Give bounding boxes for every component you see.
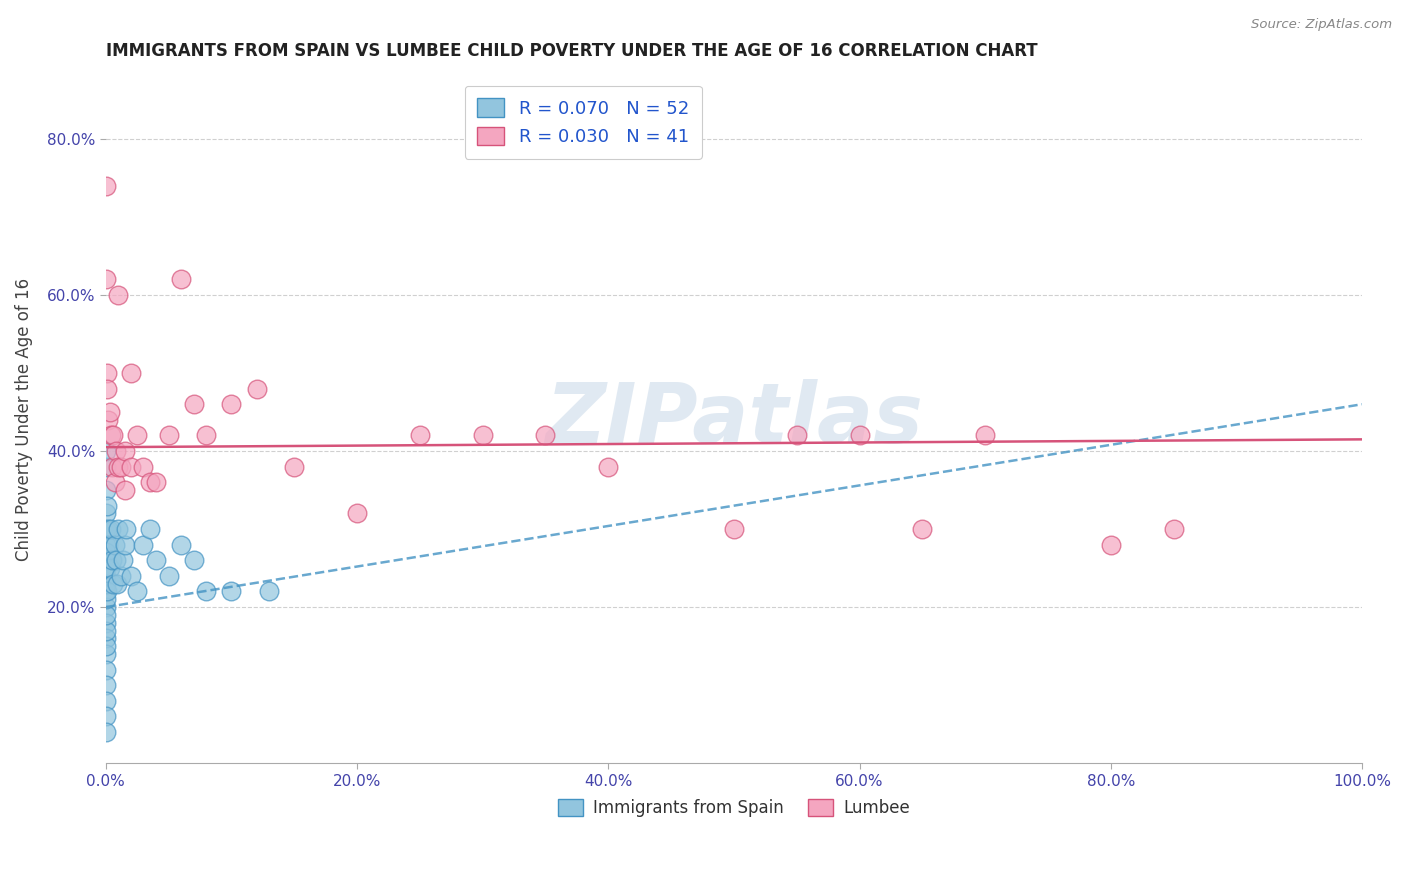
Point bbox=[104, 444, 127, 458]
Point bbox=[848, 428, 870, 442]
Point bbox=[94, 459, 117, 474]
Point bbox=[94, 592, 117, 607]
Point bbox=[409, 428, 432, 442]
Point bbox=[471, 428, 494, 442]
Point bbox=[145, 475, 167, 490]
Point bbox=[94, 507, 117, 521]
Point bbox=[96, 499, 118, 513]
Point bbox=[105, 576, 128, 591]
Point bbox=[94, 272, 117, 286]
Text: Source: ZipAtlas.com: Source: ZipAtlas.com bbox=[1251, 18, 1392, 31]
Point bbox=[1163, 522, 1185, 536]
Point bbox=[257, 584, 280, 599]
Point bbox=[94, 538, 117, 552]
Point bbox=[94, 624, 117, 638]
Point bbox=[94, 632, 117, 646]
Point bbox=[183, 553, 205, 567]
Point bbox=[94, 483, 117, 497]
Point bbox=[94, 444, 117, 458]
Point bbox=[103, 428, 125, 442]
Point bbox=[157, 428, 180, 442]
Point bbox=[911, 522, 934, 536]
Point bbox=[110, 569, 132, 583]
Point bbox=[1099, 538, 1122, 552]
Point bbox=[221, 584, 243, 599]
Point bbox=[94, 600, 117, 615]
Point bbox=[96, 382, 118, 396]
Point bbox=[115, 522, 138, 536]
Point bbox=[132, 538, 155, 552]
Point bbox=[139, 475, 162, 490]
Point bbox=[598, 459, 620, 474]
Point bbox=[96, 366, 118, 380]
Point bbox=[170, 272, 193, 286]
Point bbox=[534, 428, 557, 442]
Point bbox=[139, 522, 162, 536]
Point bbox=[145, 553, 167, 567]
Point bbox=[170, 538, 193, 552]
Point bbox=[94, 607, 117, 622]
Point bbox=[723, 522, 745, 536]
Point bbox=[98, 405, 121, 419]
Point bbox=[97, 413, 120, 427]
Point bbox=[120, 569, 142, 583]
Point bbox=[104, 553, 127, 567]
Point bbox=[97, 538, 120, 552]
Point bbox=[100, 522, 122, 536]
Point bbox=[94, 663, 117, 677]
Point bbox=[114, 483, 136, 497]
Point bbox=[114, 444, 136, 458]
Point bbox=[127, 428, 149, 442]
Legend: Immigrants from Spain, Lumbee: Immigrants from Spain, Lumbee bbox=[551, 792, 917, 823]
Point bbox=[94, 584, 117, 599]
Point bbox=[786, 428, 808, 442]
Point bbox=[94, 725, 117, 739]
Point bbox=[94, 647, 117, 661]
Point bbox=[100, 428, 122, 442]
Point bbox=[94, 576, 117, 591]
Point bbox=[107, 459, 129, 474]
Point bbox=[346, 507, 368, 521]
Point bbox=[110, 459, 132, 474]
Point bbox=[107, 522, 129, 536]
Point bbox=[94, 553, 117, 567]
Point bbox=[157, 569, 180, 583]
Point bbox=[101, 553, 124, 567]
Point bbox=[283, 459, 305, 474]
Point bbox=[94, 678, 117, 692]
Point bbox=[94, 178, 117, 193]
Point bbox=[112, 553, 135, 567]
Point bbox=[120, 459, 142, 474]
Text: ZIPatlas: ZIPatlas bbox=[546, 379, 922, 460]
Point bbox=[101, 459, 124, 474]
Point bbox=[98, 561, 121, 575]
Point bbox=[120, 366, 142, 380]
Point bbox=[94, 615, 117, 630]
Point bbox=[94, 694, 117, 708]
Point bbox=[132, 459, 155, 474]
Point bbox=[221, 397, 243, 411]
Point bbox=[107, 288, 129, 302]
Point bbox=[94, 561, 117, 575]
Y-axis label: Child Poverty Under the Age of 16: Child Poverty Under the Age of 16 bbox=[15, 278, 32, 561]
Point bbox=[104, 538, 127, 552]
Point bbox=[195, 584, 218, 599]
Point bbox=[183, 397, 205, 411]
Point bbox=[127, 584, 149, 599]
Text: IMMIGRANTS FROM SPAIN VS LUMBEE CHILD POVERTY UNDER THE AGE OF 16 CORRELATION CH: IMMIGRANTS FROM SPAIN VS LUMBEE CHILD PO… bbox=[105, 42, 1038, 60]
Point bbox=[974, 428, 997, 442]
Point bbox=[245, 382, 267, 396]
Point bbox=[94, 522, 117, 536]
Point bbox=[104, 475, 127, 490]
Point bbox=[97, 522, 120, 536]
Point bbox=[94, 545, 117, 559]
Point bbox=[94, 569, 117, 583]
Point bbox=[114, 538, 136, 552]
Point bbox=[103, 576, 125, 591]
Point bbox=[195, 428, 218, 442]
Point bbox=[94, 639, 117, 653]
Point bbox=[94, 709, 117, 723]
Point bbox=[96, 584, 118, 599]
